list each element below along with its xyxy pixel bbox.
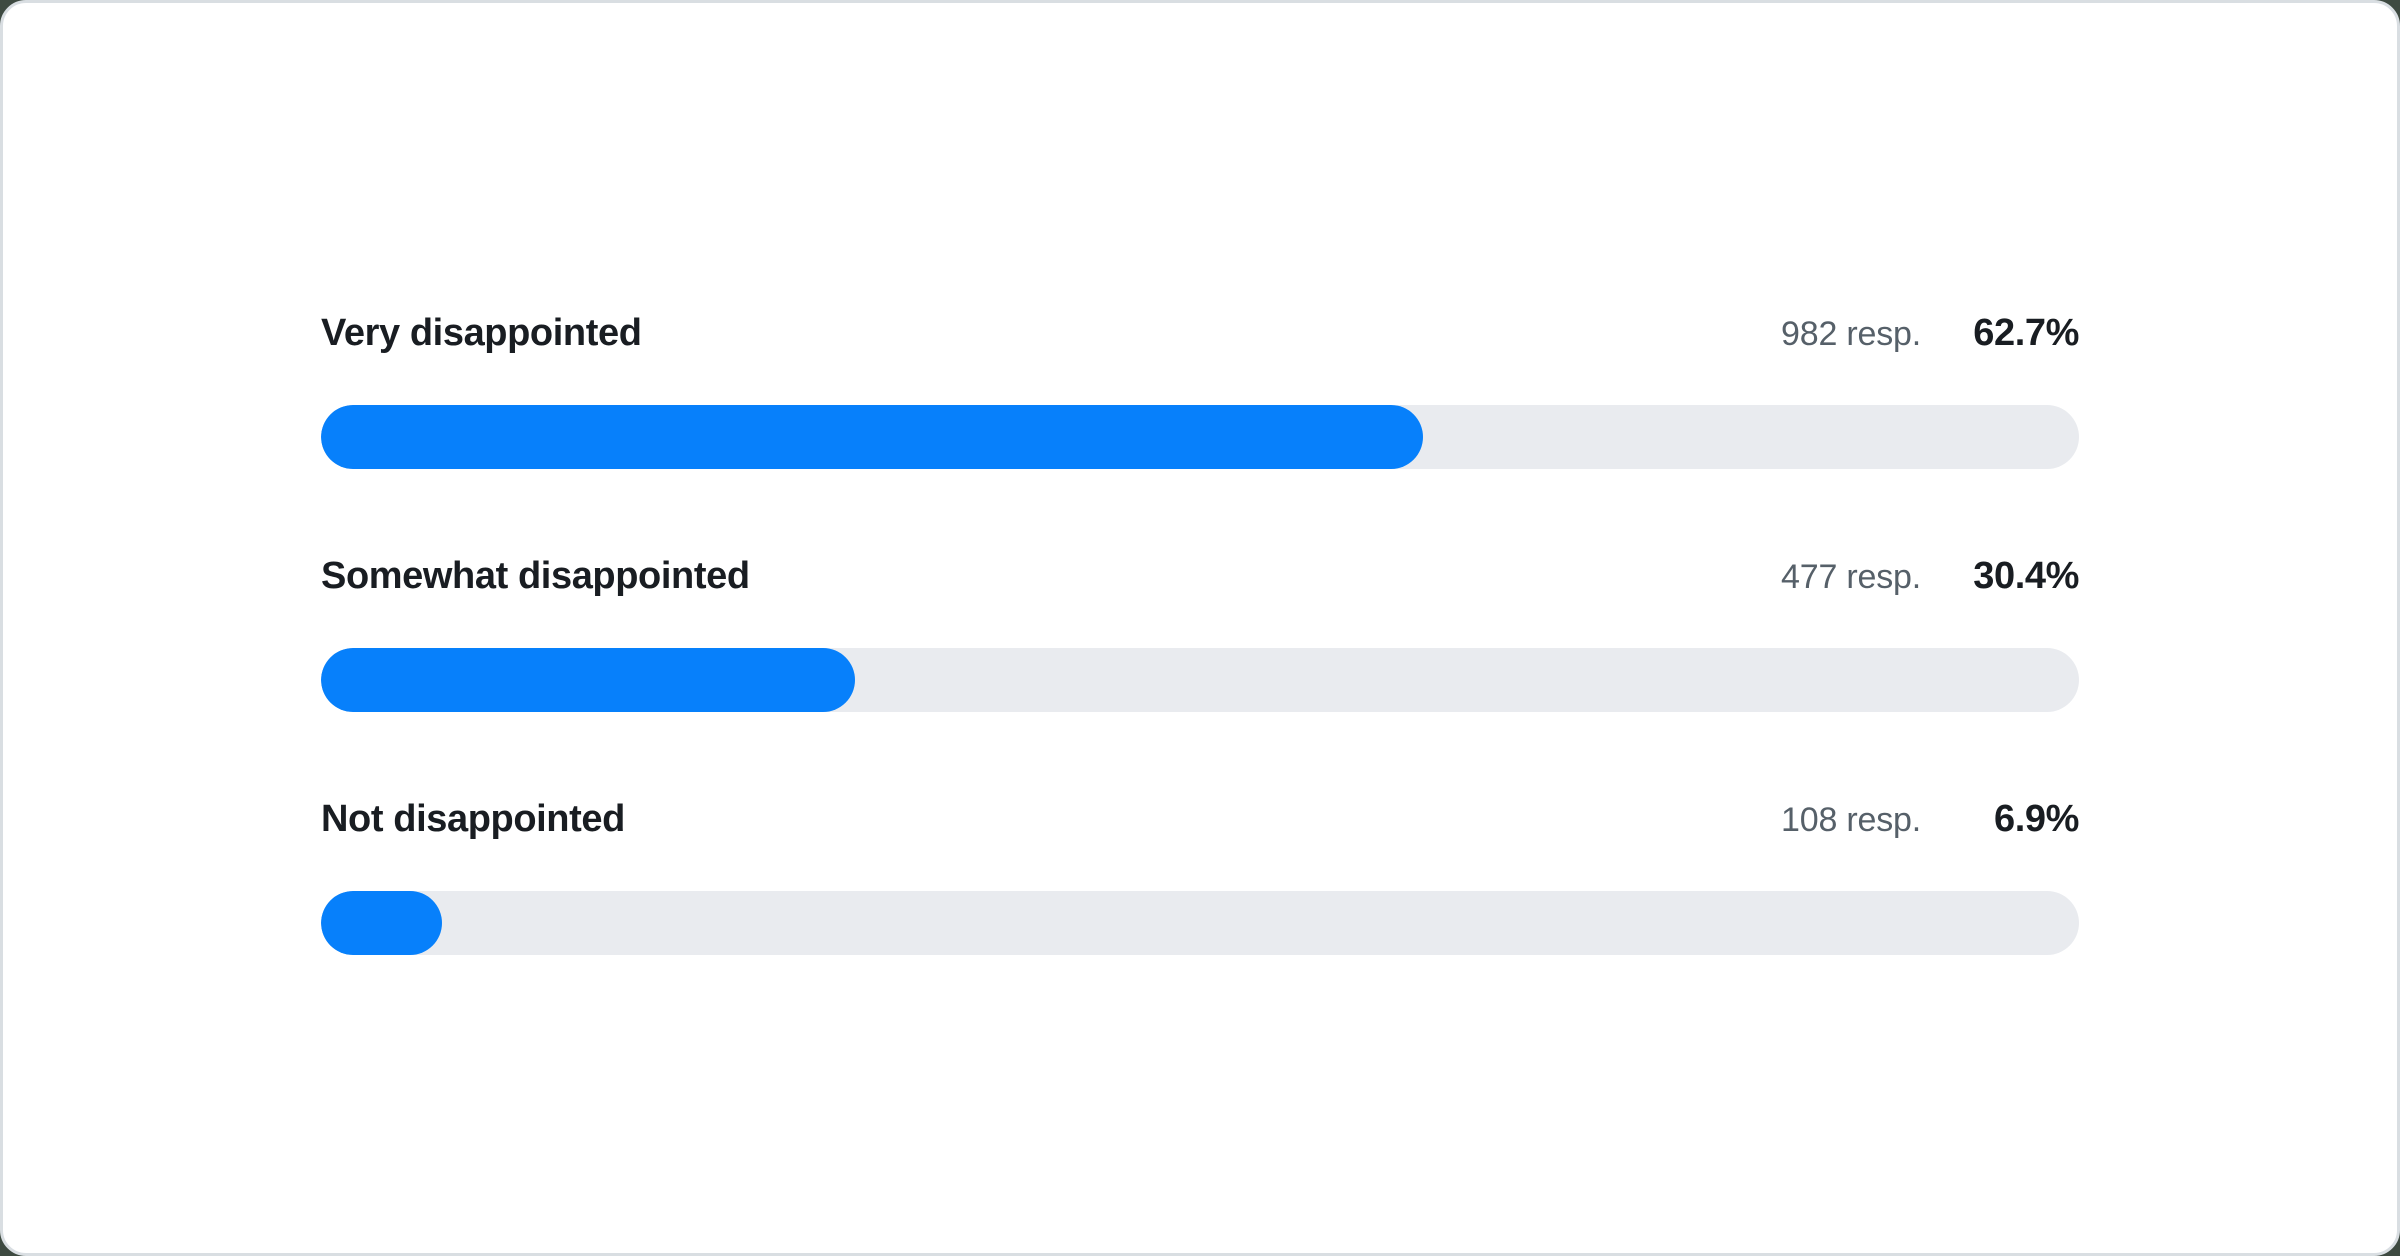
bar-fill <box>321 648 856 712</box>
respondent-count: 477 resp. <box>1781 558 1921 596</box>
bar-fill <box>321 891 443 955</box>
respondent-count: 108 resp. <box>1781 801 1921 839</box>
row-stats: 108 resp. 6.9% <box>1781 797 2079 842</box>
result-row-somewhat-disappointed: Somewhat disappointed 477 resp. 30.4% <box>321 554 2079 712</box>
respondent-count: 982 resp. <box>1781 315 1921 353</box>
row-stats: 982 resp. 62.7% <box>1781 311 2079 356</box>
bar-track <box>321 405 2079 469</box>
survey-results-chart: Very disappointed 982 resp. 62.7% Somewh… <box>321 311 2079 1040</box>
row-header: Very disappointed 982 resp. 62.7% <box>321 311 2079 355</box>
answer-label: Somewhat disappointed <box>321 555 750 597</box>
row-header: Not disappointed 108 resp. 6.9% <box>321 797 2079 841</box>
percentage-value: 30.4% <box>1973 555 2079 597</box>
result-row-not-disappointed: Not disappointed 108 resp. 6.9% <box>321 797 2079 955</box>
answer-label: Very disappointed <box>321 312 642 354</box>
percentage-value: 62.7% <box>1973 312 2079 354</box>
bar-fill <box>321 405 1424 469</box>
row-header: Somewhat disappointed 477 resp. 30.4% <box>321 554 2079 598</box>
answer-label: Not disappointed <box>321 798 625 840</box>
percentage-value: 6.9% <box>1993 798 2079 840</box>
result-row-very-disappointed: Very disappointed 982 resp. 62.7% <box>321 311 2079 469</box>
bar-track <box>321 891 2079 955</box>
bar-track <box>321 648 2079 712</box>
row-stats: 477 resp. 30.4% <box>1781 554 2079 599</box>
